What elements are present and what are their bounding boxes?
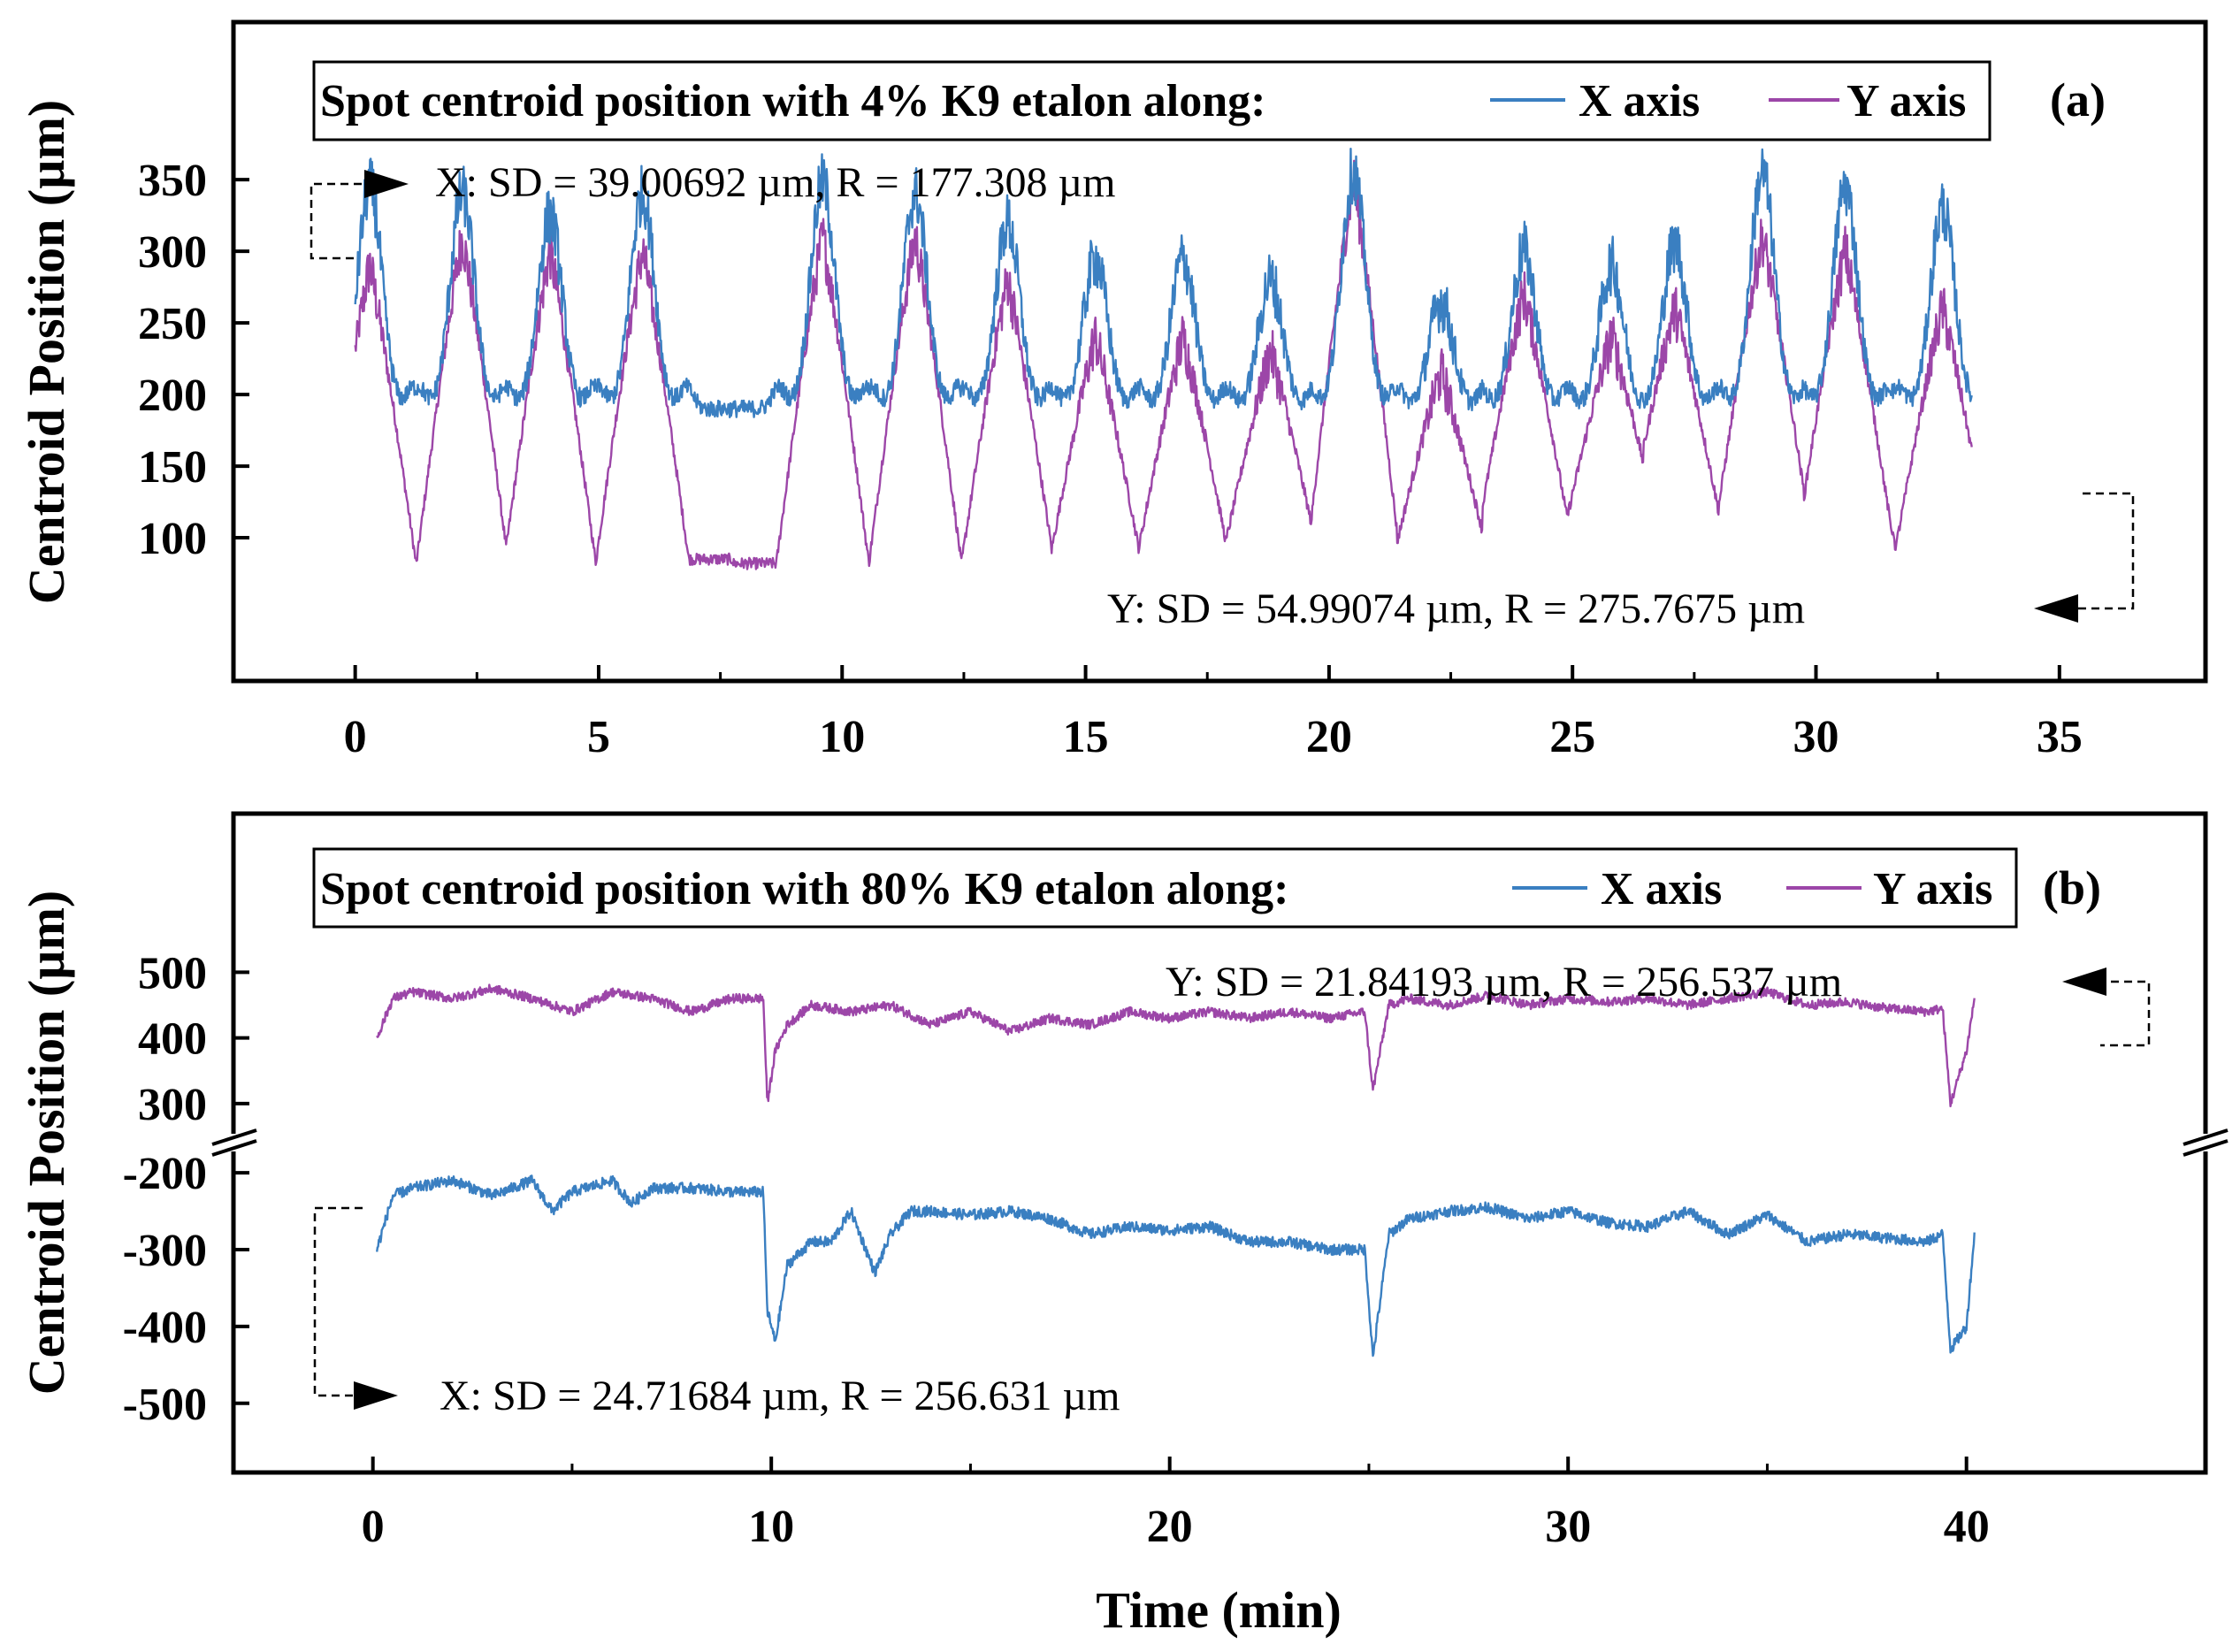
panel-b-x-tick-label: 0 xyxy=(362,1502,385,1552)
panel-a-y-tick-label: 300 xyxy=(138,227,207,278)
panel-b-x-tick-label: 20 xyxy=(1147,1502,1193,1552)
panel-a-y-tick-label: 350 xyxy=(138,156,207,206)
panel-a-y-tick-label: 150 xyxy=(138,442,207,493)
panel-b-y-tick-label: -500 xyxy=(123,1380,207,1430)
panel-b-y-tick-label: 400 xyxy=(138,1014,207,1065)
panel-a-y-stats-bracket xyxy=(2074,492,2135,610)
panel-a-tag: (a) xyxy=(2050,73,2106,126)
panel-a-series-x xyxy=(354,148,1973,418)
panel-b-y-ticks: 300 400 500 -200 -300 -400 -500 xyxy=(123,948,249,1430)
panel-b-series xyxy=(376,983,1976,1358)
panel-b-y-stats: Y: SD = 21.84193 µm, R = 256.537 µm xyxy=(1166,959,1842,1006)
panel-b-y-axis-title: Centroid Position (µm) xyxy=(18,891,75,1395)
panel-a-x-tick-label: 0 xyxy=(344,712,367,762)
panel-b-y-tick-label: 300 xyxy=(138,1080,207,1130)
panel-b-axis-break-line-2 xyxy=(211,1139,257,1157)
panel-a-x-tick-label: 20 xyxy=(1306,712,1352,762)
panel-b-x-tick-label: 40 xyxy=(1944,1502,1990,1552)
panel-b-x-ticks: 0 10 20 30 40 xyxy=(362,1457,1990,1552)
panel-a-legend-title: Spot centroid position with 4% K9 etalon… xyxy=(320,76,1265,126)
panel-b-legend-x-label: X axis xyxy=(1601,864,1722,914)
panel-b-tag: (b) xyxy=(2043,861,2101,914)
panel-b-axis-break-line-1 xyxy=(211,1128,257,1146)
panel-b-x-axis-title: Time (min) xyxy=(1096,1581,1342,1639)
panel-b-legend: Spot centroid position with 80% K9 etalo… xyxy=(312,847,2018,929)
panel-b-x-tick-label: 30 xyxy=(1545,1502,1591,1552)
panel-a-x-tick-label: 25 xyxy=(1549,712,1595,762)
panel-b-axis-break-right xyxy=(2183,1128,2229,1157)
panel-b-axis-break-line-4 xyxy=(2183,1139,2229,1157)
panel-b-legend-y-label: Y axis xyxy=(1873,864,1992,914)
panel-a-series-y xyxy=(354,159,1973,570)
panel-b-y-tick-label: 500 xyxy=(138,948,207,998)
panel-b-legend-title: Spot centroid position with 80% K9 etalo… xyxy=(320,864,1288,914)
panel-a-plot-frame xyxy=(231,19,2208,684)
panel-a-x-tick-label: 30 xyxy=(1793,712,1839,762)
panel-a-x-stats: X: SD = 39.00692 µm, R = 177.308 µm xyxy=(435,159,1116,206)
panel-a-x-tick-label: 5 xyxy=(587,712,610,762)
panel-b-x-tick-label: 10 xyxy=(748,1502,794,1552)
panel-a-y-axis-title: Centroid Position (µm) xyxy=(18,100,75,604)
panel-a-y-stats: Y: SD = 54.99074 µm, R = 275.7675 µm xyxy=(1107,585,1805,632)
panel-a-legend-y-label: Y axis xyxy=(1846,76,1966,126)
panel-b-axis-break-left xyxy=(211,1128,257,1157)
panel-a-x-stats-arrow xyxy=(364,170,409,198)
panel-a-x-stats-bracket xyxy=(310,182,370,260)
panel-b-x-stats-bracket xyxy=(313,1206,363,1397)
panel-a-legend: Spot centroid position with 4% K9 etalon… xyxy=(312,60,1992,141)
panel-b-x-stats: X: SD = 24.71684 µm, R = 256.631 µm xyxy=(440,1373,1120,1419)
panel-b-y-stats-arrow xyxy=(2062,967,2106,996)
panel-b-y-tick-label: -300 xyxy=(123,1226,207,1276)
panel-b-series-y xyxy=(376,983,1976,1108)
panel-a-legend-x-label: X axis xyxy=(1579,76,1700,126)
panel-a-series xyxy=(354,148,1973,570)
panel-a-y-tick-label: 100 xyxy=(138,514,207,564)
panel-a: 0 5 10 15 20 25 30 35 100 150 200 250 300 350 Centro… xyxy=(18,19,2208,762)
panel-a-legend-box xyxy=(312,60,1992,141)
panel-a-x-tick-label: 15 xyxy=(1063,712,1109,762)
panel-b-axis-break-line-3 xyxy=(2183,1128,2229,1146)
panel-a-x-ticks: 0 5 10 15 20 25 30 35 xyxy=(344,665,2083,762)
panel-a-x-tick-label: 10 xyxy=(819,712,865,762)
panel-b-y-tick-label: -400 xyxy=(123,1303,207,1353)
panel-a-x-tick-label: 35 xyxy=(2037,712,2083,762)
panel-b-x-stats-arrow xyxy=(354,1381,398,1410)
panel-a-y-tick-label: 200 xyxy=(138,371,207,421)
panel-b-y-stats-bracket xyxy=(2098,980,2151,1047)
panel-b-series-x xyxy=(376,1174,1976,1358)
panel-a-y-tick-label: 250 xyxy=(138,299,207,349)
panel-b-y-tick-label: -200 xyxy=(123,1149,207,1199)
panel-b-legend-box xyxy=(312,847,2018,929)
panel-a-y-stats-arrow xyxy=(2034,594,2078,623)
panel-b: 0 10 20 30 40 300 400 500 -200 -300 -400 -500 Cent… xyxy=(18,811,2229,1639)
panel-a-y-ticks: 100 150 200 250 300 350 xyxy=(138,156,249,564)
